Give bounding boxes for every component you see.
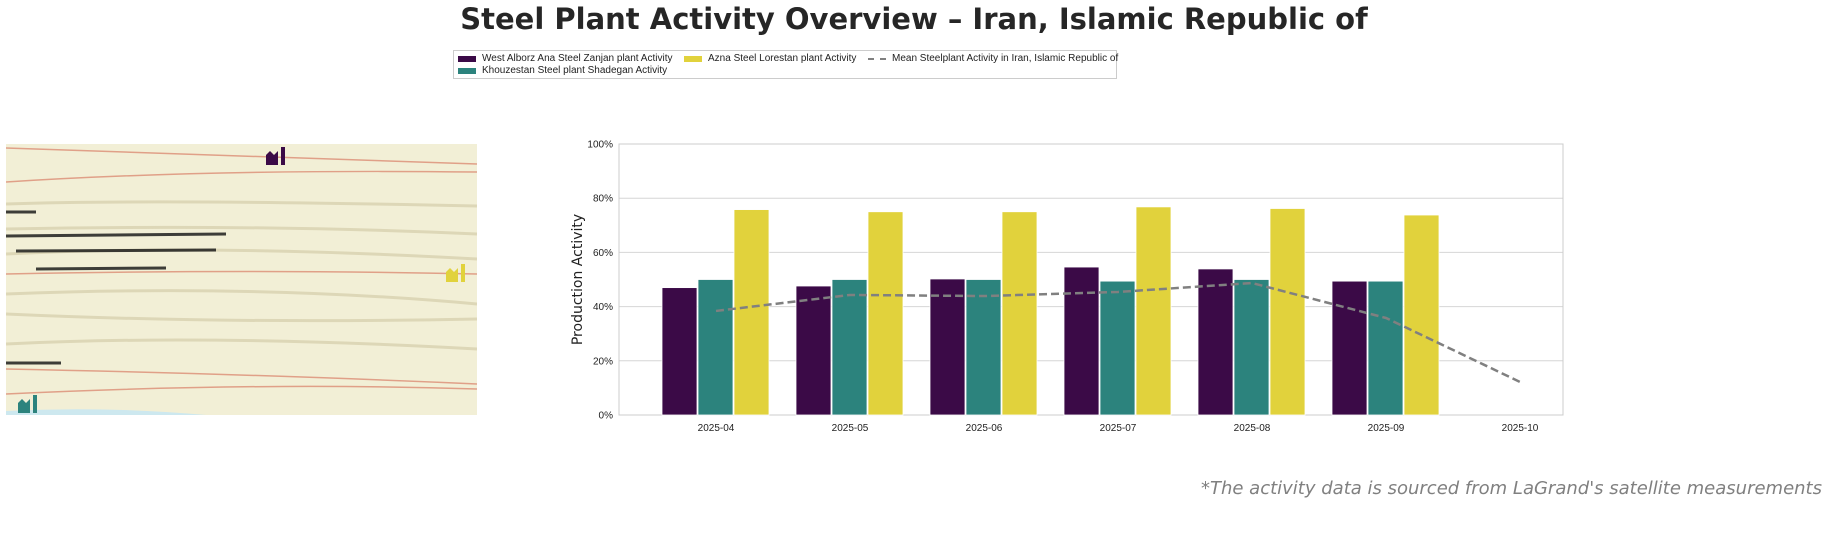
x-tick-label: 2025-07 — [1100, 423, 1137, 434]
x-tick-label: 2025-10 — [1502, 423, 1539, 434]
bar — [1001, 211, 1038, 416]
legend-label: Azna Steel Lorestan plant Activity — [708, 53, 857, 64]
y-tick-label: 100% — [587, 140, 613, 151]
bar — [1135, 206, 1172, 416]
bar — [795, 285, 832, 416]
y-tick-label: 20% — [593, 356, 613, 367]
x-tick-label: 2025-08 — [1234, 423, 1271, 434]
bar — [831, 279, 868, 416]
mean-line — [715, 281, 1521, 384]
legend-dash — [868, 57, 886, 60]
factory-icon-purple[interactable] — [266, 147, 285, 165]
legend-label: Mean Steelplant Activity in Iran, Islami… — [892, 53, 1119, 64]
y-tick-label: 80% — [593, 194, 613, 205]
chart-title: Steel Plant Activity Overview – Iran, Is… — [460, 2, 1368, 36]
bar — [867, 211, 904, 416]
bar — [1331, 280, 1368, 416]
factory-icon-yellow[interactable] — [446, 264, 465, 282]
legend-label: Khouzestan Steel plant Shadegan Activity — [482, 65, 668, 76]
x-tick-label: 2025-09 — [1368, 423, 1405, 434]
bar — [1233, 279, 1270, 416]
factory-icon-teal[interactable] — [18, 395, 37, 413]
bar — [1269, 208, 1306, 416]
footnote: *The activity data is sourced from LaGra… — [1200, 478, 1822, 499]
legend-swatch — [458, 55, 476, 62]
bar — [965, 279, 1002, 416]
legend-swatch — [458, 67, 476, 74]
bar — [733, 209, 770, 416]
bar — [661, 287, 698, 416]
y-tick-label: 0% — [599, 411, 614, 422]
map — [6, 144, 477, 415]
bar — [697, 279, 734, 416]
legend-label: West Alborz Ana Steel Zanjan plant Activ… — [482, 53, 673, 64]
legend: West Alborz Ana Steel Zanjan plant Activ… — [453, 50, 1118, 79]
legend-swatch — [684, 55, 702, 62]
bar — [929, 278, 966, 416]
bar — [1063, 266, 1100, 416]
x-tick-label: 2025-05 — [832, 423, 869, 434]
x-tick-label: 2025-04 — [698, 423, 735, 434]
bar — [1403, 214, 1440, 416]
y-axis-label: Production Activity — [570, 214, 586, 345]
y-tick-label: 60% — [593, 248, 613, 259]
bar — [1367, 280, 1404, 416]
legend-item-west-alborz: West Alborz Ana Steel Zanjan plant Activ… — [458, 53, 672, 64]
y-tick-label: 40% — [593, 302, 613, 313]
legend-item-mean: Mean Steelplant Activity in Iran, Islami… — [868, 53, 1118, 64]
bar-chart: 0% 20% 40% 60% 80% 100% 2025-04 2025-05 2025-06 2… — [570, 140, 1564, 434]
bar — [1099, 280, 1136, 416]
x-tick-label: 2025-06 — [966, 423, 1003, 434]
legend-item-khouzestan: Khouzestan Steel plant Shadegan Activity — [458, 65, 667, 76]
bar — [1197, 268, 1234, 416]
legend-item-azna: Azna Steel Lorestan plant Activity — [684, 53, 856, 64]
